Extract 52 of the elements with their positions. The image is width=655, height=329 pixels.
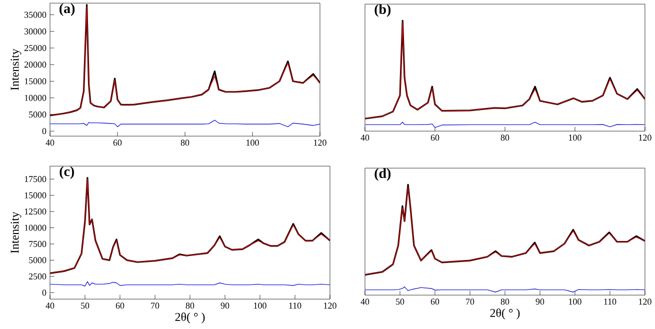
x-tick-label: 100 bbox=[569, 298, 582, 305]
x-tick-label: 100 bbox=[254, 302, 266, 309]
y-tick-label: 2500 bbox=[28, 273, 46, 280]
y-tick-label: 20000 bbox=[24, 62, 46, 68]
x-tick-label: 80 bbox=[180, 140, 190, 146]
y-tick-label: 10000 bbox=[24, 94, 46, 101]
x-tick-label: 70 bbox=[466, 298, 474, 305]
chart-title: (b) bbox=[374, 4, 391, 17]
x-tick-label: 70 bbox=[151, 302, 160, 309]
x-tick-label: 120 bbox=[639, 298, 652, 305]
y-tick-label: 15000 bbox=[24, 192, 46, 198]
x-tick-label: 60 bbox=[113, 140, 122, 146]
x-tick-label: 120 bbox=[314, 140, 326, 146]
x-tick-label: 40 bbox=[360, 134, 370, 141]
y-axis-title: Intensity bbox=[10, 48, 22, 90]
y-tick-label: 5000 bbox=[29, 111, 46, 118]
x-tick-label: 60 bbox=[430, 298, 440, 305]
x-tick-label: 80 bbox=[500, 298, 510, 305]
y-tick-label: 17500 bbox=[24, 176, 46, 182]
y-tick-label: 5000 bbox=[29, 257, 46, 264]
y-tick-label: 30000 bbox=[24, 28, 46, 34]
x-tick-label: 60 bbox=[116, 302, 124, 309]
x-tick-label: 40 bbox=[46, 302, 54, 309]
x-axis-title: 2θ( ° ) bbox=[490, 308, 520, 320]
x-tick-label: 80 bbox=[186, 302, 194, 309]
y-tick-label: 15000 bbox=[24, 78, 46, 84]
x-tick-label: 90 bbox=[536, 298, 544, 305]
x-tick-label: 110 bbox=[289, 302, 302, 309]
x-tick-label: 50 bbox=[81, 302, 90, 309]
x-axis-title: 2θ( ° ) bbox=[175, 312, 205, 324]
y-tick-label: 7500 bbox=[29, 240, 46, 247]
y-tick-label: 35000 bbox=[24, 12, 46, 18]
chart-title: (a) bbox=[60, 3, 75, 16]
x-tick-label: 50 bbox=[396, 298, 404, 305]
x-tick-label: 90 bbox=[220, 302, 230, 309]
y-tick-label: 12500 bbox=[24, 208, 46, 214]
y-tick-label: 10000 bbox=[24, 224, 46, 231]
chart-title: (d) bbox=[374, 168, 391, 181]
x-tick-label: 40 bbox=[360, 298, 370, 305]
y-tick-label: 0 bbox=[42, 290, 46, 296]
x-tick-label: 100 bbox=[569, 134, 582, 141]
x-tick-label: 100 bbox=[246, 140, 259, 146]
x-tick-label: 120 bbox=[639, 134, 652, 141]
y-tick-label: 0 bbox=[42, 128, 46, 134]
y-tick-label: 25000 bbox=[24, 44, 46, 51]
chart-title: (c) bbox=[60, 166, 74, 179]
x-tick-label: 110 bbox=[604, 298, 616, 305]
x-tick-label: 60 bbox=[430, 134, 440, 141]
x-tick-label: 120 bbox=[324, 302, 336, 309]
x-tick-label: 40 bbox=[46, 140, 54, 146]
y-axis-title: Intensity bbox=[10, 212, 22, 254]
x-tick-label: 80 bbox=[500, 134, 510, 141]
